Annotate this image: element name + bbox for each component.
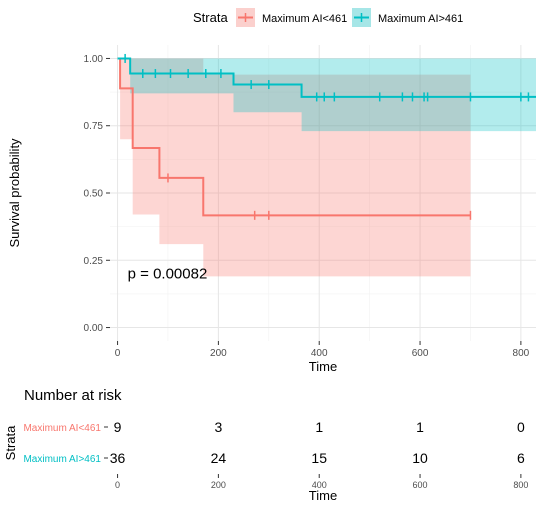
risk-x-tick-label: 200	[211, 480, 226, 490]
x-tick-label: 0	[115, 348, 121, 359]
risk-cell-1-2: 15	[311, 450, 327, 466]
p-value-annotation: p = 0.00082	[128, 266, 208, 283]
risk-x-tick-label: 600	[413, 480, 428, 490]
risk-cell-0-3: 1	[416, 419, 424, 435]
risk-cell-1-3: 10	[412, 450, 428, 466]
legend: Strata Maximum AI<461 Maximum AI>461	[193, 8, 463, 27]
risk-x-tick-label: 0	[115, 480, 120, 490]
risk-table-title: Number at risk	[24, 387, 122, 404]
survival-curves	[117, 57, 536, 217]
risk-table-x-ticks: 0 200 400 600 800	[115, 474, 528, 490]
x-axis-ticks: 0 200 400 600 800	[115, 341, 530, 359]
risk-row-label-0: Maximum AI<461	[23, 423, 101, 434]
risk-cell-0-4: 0	[517, 419, 525, 435]
confidence-bands	[117, 58, 536, 277]
risk-table-x-label: Time	[309, 488, 337, 503]
y-tick-label: 0.25	[84, 256, 104, 267]
risk-table-y-label: Strata	[3, 425, 18, 460]
y-tick-label: 0.50	[84, 189, 104, 200]
risk-cell-1-1: 24	[211, 450, 227, 466]
legend-entry-ai-high: Maximum AI>461	[352, 8, 463, 27]
confidence-band-1	[117, 58, 536, 132]
x-tick-label: 800	[513, 348, 530, 359]
y-axis-ticks: 0.00 0.25 0.50 0.75 1.00	[84, 54, 110, 334]
x-tick-label: 400	[311, 348, 328, 359]
risk-cell-0-1: 3	[214, 419, 222, 435]
x-tick-label: 200	[210, 348, 227, 359]
risk-cell-1-0: 36	[110, 450, 126, 466]
y-tick-label: 0.00	[84, 323, 104, 334]
risk-cell-0-0: 9	[114, 419, 122, 435]
y-tick-label: 1.00	[84, 54, 104, 65]
risk-x-tick-label: 400	[312, 480, 327, 490]
legend-label-ai-high: Maximum AI>461	[378, 13, 463, 25]
survival-curve-1	[117, 57, 536, 98]
risk-x-tick-label: 800	[513, 480, 528, 490]
y-tick-label: 0.75	[84, 121, 104, 132]
risk-row-label-1: Maximum AI>461	[23, 454, 101, 465]
legend-entry-ai-low: Maximum AI<461	[236, 8, 347, 27]
legend-title: Strata	[193, 10, 228, 25]
survival-plot: 0.00 0.25 0.50 0.75 1.00 0 200 400 600 800 p = 0…	[7, 45, 536, 374]
x-tick-label: 600	[412, 348, 429, 359]
x-axis-label: Time	[309, 359, 337, 374]
y-axis-label: Survival probability	[7, 138, 22, 248]
risk-table: Number at risk Maximum AI<461 9 3 1 1 0Maximu…	[3, 387, 528, 503]
legend-label-ai-low: Maximum AI<461	[262, 13, 347, 25]
risk-cell-0-2: 1	[315, 419, 323, 435]
risk-cell-1-4: 6	[517, 450, 525, 466]
censor-marks	[124, 53, 530, 220]
confidence-band-0	[117, 58, 471, 277]
survival-curve-0	[117, 57, 471, 217]
